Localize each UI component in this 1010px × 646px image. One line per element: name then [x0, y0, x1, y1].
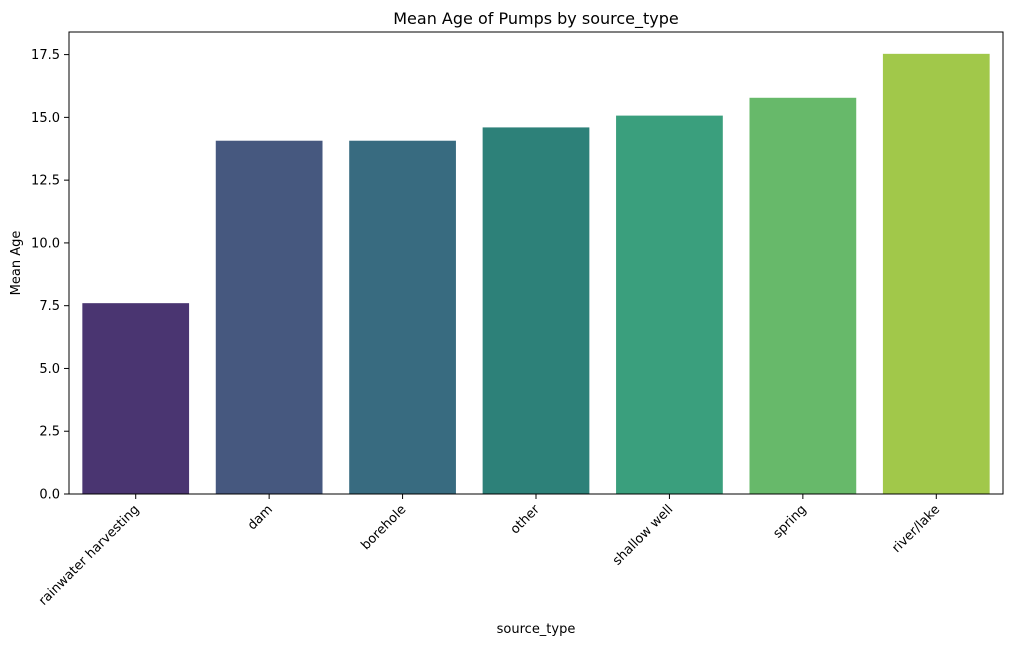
y-tick-label: 15.0	[31, 111, 60, 126]
bar-dam	[215, 140, 323, 494]
bar-other	[482, 127, 590, 494]
bar-spring	[749, 97, 857, 494]
y-tick-label: 12.5	[31, 174, 60, 189]
x-tick-label: dam	[245, 502, 276, 533]
y-tick-label: 2.5	[39, 425, 60, 440]
y-tick-label: 7.5	[39, 299, 60, 314]
y-axis-label: Mean Age	[9, 231, 24, 296]
y-axis: 0.0 2.5 5.0 7.5 10.0 12.5 15.0 17.5	[31, 48, 69, 503]
x-tick-label: spring	[770, 502, 809, 541]
bar-borehole	[349, 140, 456, 494]
y-tick-label: 5.0	[39, 362, 60, 377]
bar-rainwater-harvesting	[82, 303, 190, 494]
x-axis-label: source_type	[497, 622, 576, 637]
chart-title: Mean Age of Pumps by source_type	[393, 9, 678, 29]
y-tick-label: 17.5	[31, 48, 60, 63]
bar-shallow-well	[616, 115, 723, 495]
bars-layer	[82, 53, 990, 495]
x-tick-label: river/lake	[889, 502, 943, 556]
y-tick-label: 0.0	[39, 488, 60, 503]
x-tick-label: other	[508, 502, 544, 538]
y-tick-label: 10.0	[31, 236, 60, 251]
x-tick-label: shallow well	[610, 502, 676, 568]
bar-river-lake	[882, 53, 990, 495]
x-tick-label: borehole	[358, 502, 409, 553]
x-tick-label: rainwater harvesting	[36, 502, 142, 608]
plot-frame	[68, 31, 1004, 495]
x-axis: rainwater harvesting dam borehole other shal…	[36, 494, 943, 609]
